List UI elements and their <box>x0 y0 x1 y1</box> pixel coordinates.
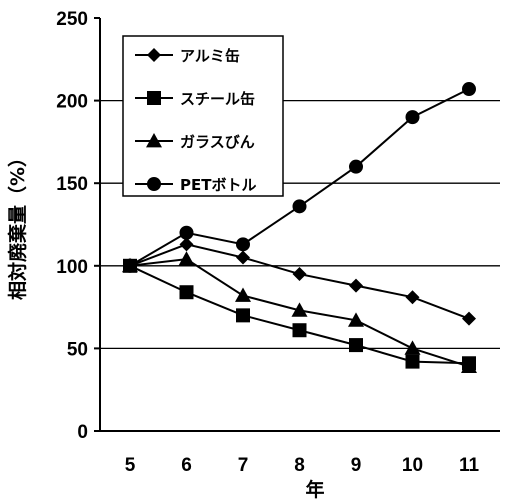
data-point <box>349 338 363 353</box>
y-tick-label: 100 <box>56 257 88 278</box>
data-point <box>235 287 251 302</box>
data-point <box>405 290 420 305</box>
legend-marker <box>146 133 162 148</box>
data-point <box>292 199 307 214</box>
y-tick-label: 50 <box>67 339 88 360</box>
x-tick-label: 11 <box>459 455 480 476</box>
legend-label: PETボトル <box>180 176 256 194</box>
series-group <box>122 82 477 373</box>
series-4 <box>123 82 476 273</box>
x-tick-label: 9 <box>351 455 362 476</box>
data-point <box>236 250 250 265</box>
data-point <box>236 308 250 323</box>
legend-marker <box>147 177 161 191</box>
data-point <box>349 278 363 293</box>
data-point <box>178 251 195 266</box>
y-tick-labels: 0 50 100 150 200 250 <box>56 9 88 443</box>
data-point <box>462 82 476 97</box>
data-point <box>462 311 476 326</box>
data-point <box>236 237 250 252</box>
legend-label: アルミ缶 <box>180 47 240 65</box>
y-tick-label: 250 <box>56 9 88 30</box>
data-point <box>404 340 421 355</box>
data-point <box>292 267 307 282</box>
data-point <box>179 225 194 240</box>
legend-label: ガラスびん <box>180 133 255 151</box>
data-point <box>461 358 477 373</box>
data-point <box>291 302 308 317</box>
legend-label: スチール缶 <box>180 90 255 108</box>
x-tick-label: 10 <box>402 455 423 476</box>
x-tick-labels: 5 6 7 8 9 10 11 <box>125 455 480 476</box>
x-tick-label: 8 <box>294 455 305 476</box>
legend-marker <box>147 91 161 105</box>
x-tick-label: 6 <box>181 455 192 476</box>
x-axis-title: 年 <box>305 478 324 501</box>
axes <box>94 17 500 432</box>
data-point <box>349 159 363 174</box>
data-point <box>348 312 364 327</box>
data-point <box>179 285 194 300</box>
y-tick-label: 0 <box>77 422 88 443</box>
legend-box <box>122 35 284 197</box>
data-point <box>405 354 420 369</box>
x-tick-label: 5 <box>125 455 136 476</box>
y-tick-label: 150 <box>56 174 88 195</box>
data-point <box>405 110 420 125</box>
legend-marker <box>147 48 161 62</box>
data-point <box>123 258 137 273</box>
data-point <box>179 237 194 252</box>
y-tick-label: 200 <box>56 92 88 113</box>
x-tick-label: 7 <box>238 455 249 476</box>
y-axis-title: 相対廃棄量（%） <box>6 148 29 300</box>
data-point <box>292 323 307 338</box>
